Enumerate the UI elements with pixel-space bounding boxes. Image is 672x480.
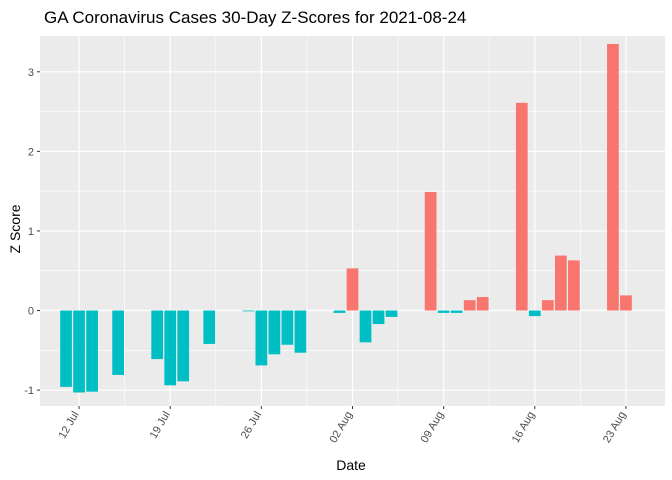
x-axis: 12 Jul 19 Jul 26 Jul 02 Aug 09 Aug 16 Aug 23 A… — [57, 406, 629, 445]
bar — [60, 310, 72, 387]
x-tick-label: 19 Jul — [148, 410, 173, 441]
x-axis-title: Date — [336, 457, 366, 473]
bar — [268, 310, 281, 355]
bar — [372, 310, 385, 325]
grid-major — [40, 36, 665, 406]
bar — [541, 300, 554, 311]
bar — [359, 310, 372, 343]
bar — [346, 268, 359, 311]
chart-title: GA Coronavirus Cases 30-Day Z-Scores for… — [44, 8, 466, 27]
bar — [177, 310, 190, 382]
y-tick-label: -1 — [24, 385, 34, 397]
x-tick-label: 12 Jul — [57, 410, 82, 441]
y-axis: -1 0 1 2 3 — [24, 67, 40, 397]
y-axis-title: Z Score — [7, 204, 23, 253]
bars — [60, 43, 632, 393]
y-tick-label: 2 — [28, 146, 34, 158]
bar — [164, 310, 177, 386]
bar — [203, 310, 216, 344]
bar — [86, 310, 98, 392]
bar — [242, 310, 255, 312]
bar — [151, 310, 164, 360]
x-tick-label: 26 Jul — [239, 410, 264, 441]
bar — [333, 310, 346, 313]
x-tick-label: 09 Aug — [419, 410, 447, 446]
x-tick-label: 23 Aug — [601, 410, 629, 446]
bar — [73, 310, 85, 393]
bar — [567, 260, 580, 311]
bar — [281, 310, 294, 345]
y-tick-label: 1 — [28, 226, 34, 238]
bar — [437, 310, 450, 313]
bar — [424, 191, 437, 311]
y-tick-label: 3 — [28, 67, 34, 79]
bar — [450, 310, 463, 313]
bar — [554, 255, 567, 311]
bar — [255, 310, 268, 366]
bar — [528, 310, 541, 317]
bar — [515, 102, 528, 311]
bar — [463, 300, 476, 311]
y-tick-label: 0 — [28, 306, 34, 318]
bar — [294, 310, 307, 353]
bar — [607, 43, 619, 311]
bar — [620, 295, 632, 311]
x-tick-label: 02 Aug — [328, 410, 356, 446]
bar — [385, 310, 398, 317]
bar — [112, 310, 124, 375]
x-tick-label: 16 Aug — [510, 410, 538, 446]
bar — [476, 296, 489, 311]
